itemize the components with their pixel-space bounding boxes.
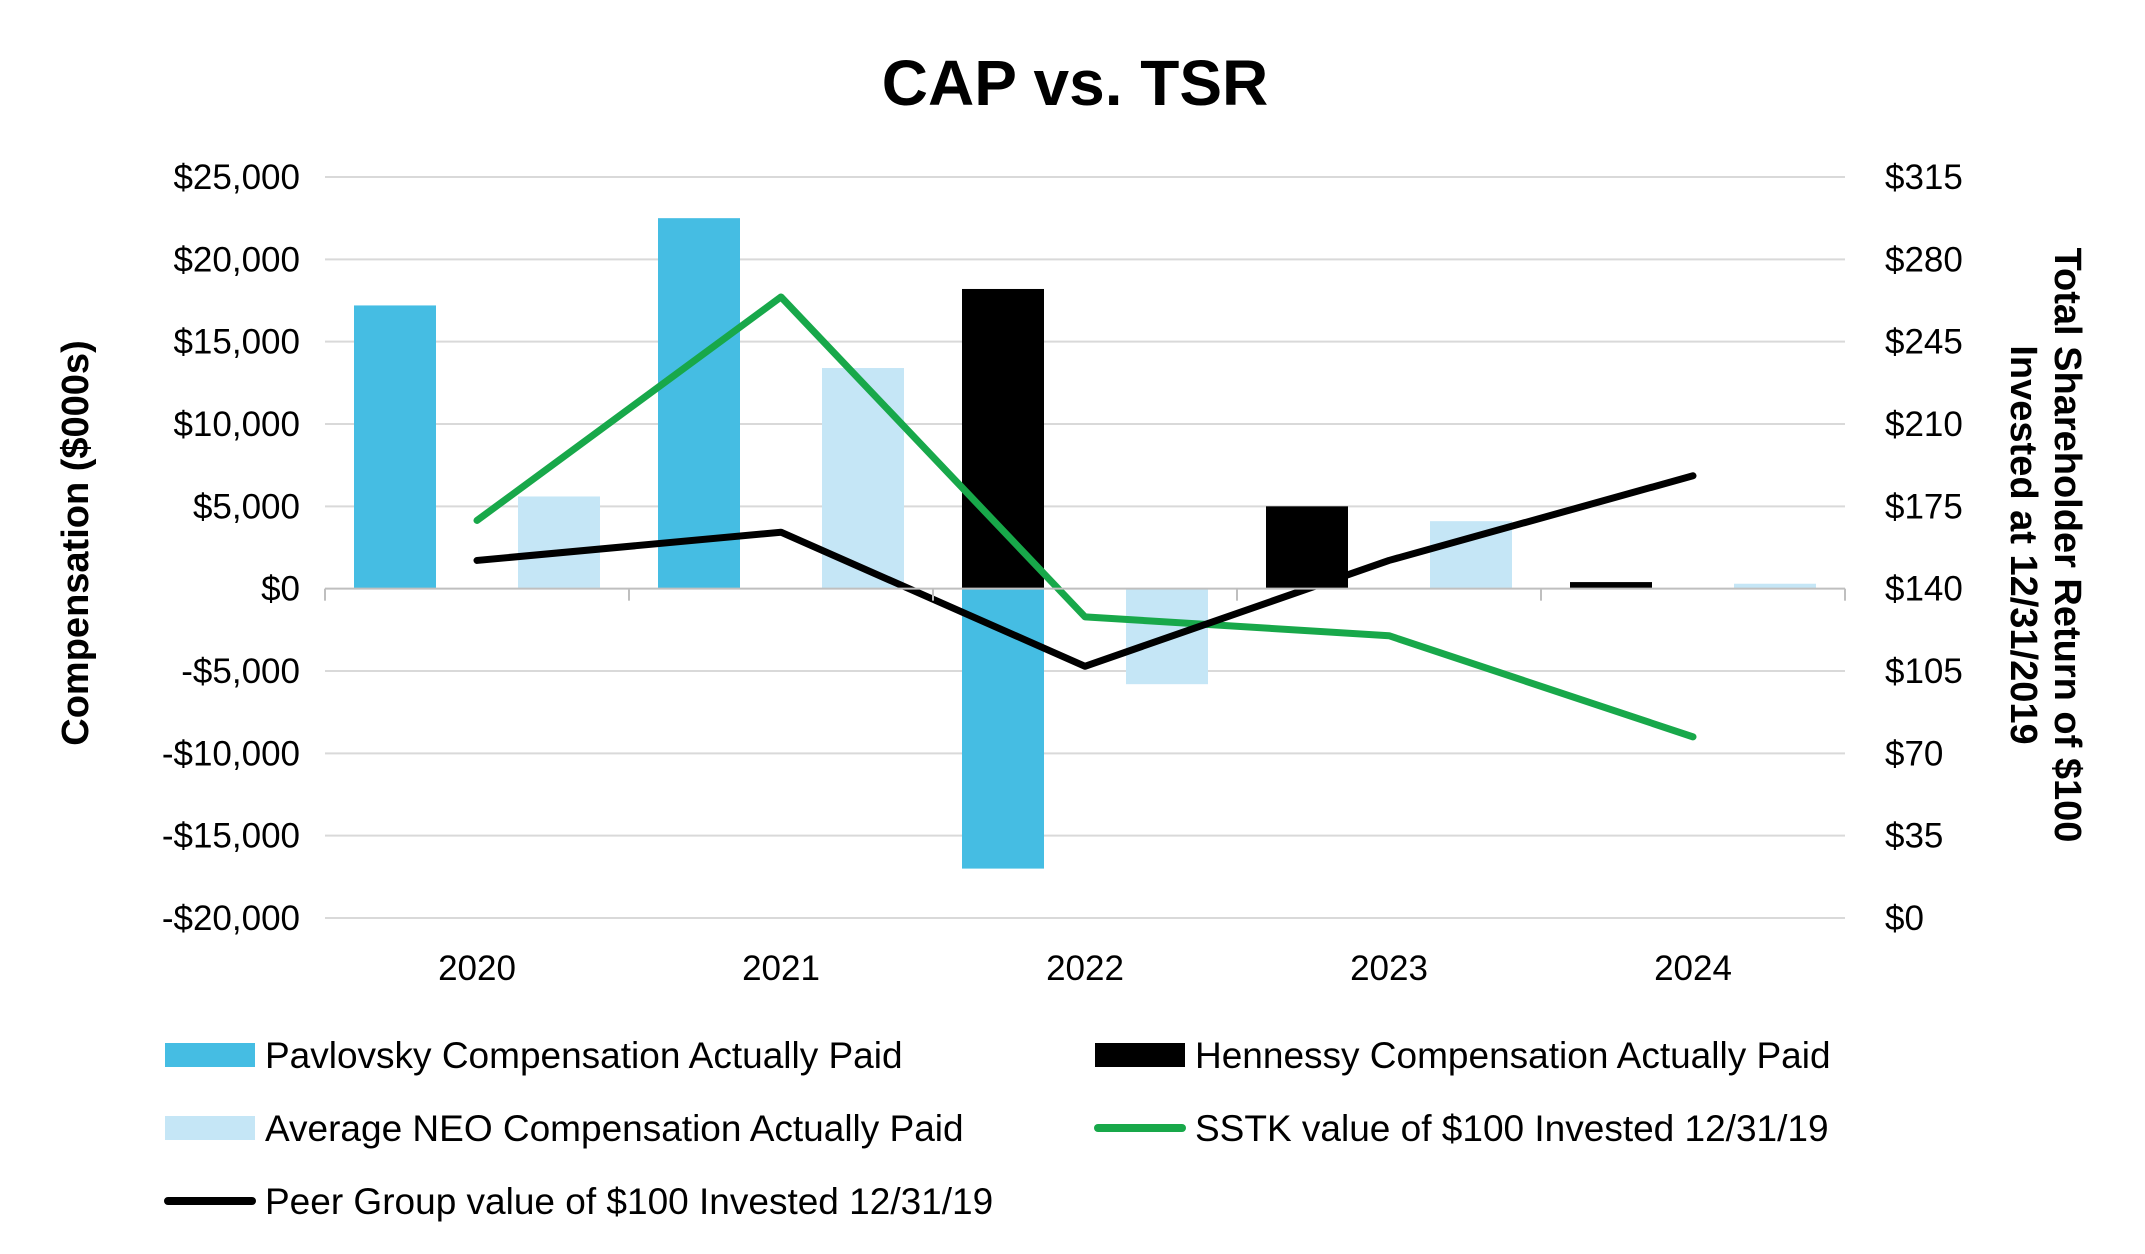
- legend-entry-average-neo-compensation-actually-paid: Average NEO Compensation Actually Paid: [165, 1108, 964, 1149]
- chart-title: CAP vs. TSR: [882, 47, 1269, 119]
- legend-entry-hennessy-compensation-actually-paid: Hennessy Compensation Actually Paid: [1095, 1035, 1831, 1076]
- y-tick-label: -$10,000: [162, 734, 300, 773]
- point-peer-group-value-of-100-invested-12-31-19-2023: [1388, 559, 1390, 561]
- legend-swatch: [1095, 1043, 1185, 1067]
- y-tick-label: $20,000: [173, 240, 300, 279]
- x-tick-label-2023: 2023: [1350, 949, 1428, 988]
- legend-swatch: [165, 1116, 255, 1140]
- point-peer-group-value-of-100-invested-12-31-19-2022: [1084, 665, 1086, 667]
- y-tick-label: $10,000: [173, 405, 300, 444]
- y-tick-label: $5,000: [193, 487, 300, 526]
- y2-tick-label: $70: [1885, 734, 1943, 773]
- y2-tick-label: $245: [1885, 323, 1963, 362]
- x-tick-label-2022: 2022: [1046, 949, 1124, 988]
- y2-tick-label: $315: [1885, 158, 1963, 197]
- point-sstk-value-of-100-invested-12-31-19-2022: [1084, 616, 1086, 618]
- legend-label: Hennessy Compensation Actually Paid: [1195, 1035, 1831, 1076]
- y2-axis-title-line1: Total Shareholder Return of $100: [2046, 248, 2088, 843]
- legend-entry-sstk-value-of-100-invested-12-31-19: SSTK value of $100 Invested 12/31/19: [1094, 1108, 1829, 1149]
- x-tick-label-2021: 2021: [742, 949, 820, 988]
- y-tick-label: -$15,000: [162, 817, 300, 856]
- line-series: [473, 293, 1697, 741]
- y-axis-title: Compensation ($000s): [55, 340, 97, 745]
- point-peer-group-value-of-100-invested-12-31-19-2024: [1692, 475, 1694, 477]
- legend-label: Pavlovsky Compensation Actually Paid: [265, 1035, 903, 1076]
- bar-average-neo-compensation-actually-paid-2020: [518, 496, 600, 589]
- legend-label: Peer Group value of $100 Invested 12/31/…: [265, 1181, 993, 1222]
- y-tick-label: -$20,000: [162, 899, 300, 938]
- point-sstk-value-of-100-invested-12-31-19-2023: [1388, 635, 1390, 637]
- y2-tick-label: $210: [1885, 405, 1963, 444]
- y2-axis-title: Total Shareholder Return of $100 Investe…: [2002, 248, 2088, 843]
- bar-pavlovsky-compensation-actually-paid-2022: [962, 588, 1044, 869]
- y2-tick-label: $0: [1885, 899, 1924, 938]
- y-tick-label: $15,000: [173, 323, 300, 362]
- y2-tick-label: $175: [1885, 487, 1963, 526]
- point-peer-group-value-of-100-invested-12-31-19-2020: [476, 559, 478, 561]
- bar-hennessy-compensation-actually-paid-2024: [1570, 582, 1652, 589]
- axes: [324, 587, 1846, 601]
- x-tick-label-2020: 2020: [438, 949, 516, 988]
- point-sstk-value-of-100-invested-12-31-19-2020: [476, 519, 478, 521]
- bar-pavlovsky-compensation-actually-paid-2021: [658, 218, 740, 589]
- legend-entry-pavlovsky-compensation-actually-paid: Pavlovsky Compensation Actually Paid: [165, 1035, 903, 1076]
- bar-average-neo-compensation-actually-paid-2021: [822, 368, 904, 589]
- bar-pavlovsky-compensation-actually-paid-2020: [354, 305, 436, 589]
- point-sstk-value-of-100-invested-12-31-19-2024: [1692, 736, 1694, 738]
- legend-label: SSTK value of $100 Invested 12/31/19: [1195, 1108, 1829, 1149]
- bar-series: [354, 218, 1816, 869]
- y2-tick-label: $140: [1885, 570, 1963, 609]
- x-tick-label-2024: 2024: [1654, 949, 1732, 988]
- y-tick-label: $25,000: [173, 158, 300, 197]
- legend-label: Average NEO Compensation Actually Paid: [265, 1108, 964, 1149]
- y2-tick-label: $280: [1885, 240, 1963, 279]
- bar-hennessy-compensation-actually-paid-2023: [1266, 506, 1348, 589]
- legend-entry-peer-group-value-of-100-invested-12-31-19: Peer Group value of $100 Invested 12/31/…: [164, 1181, 993, 1222]
- y2-tick-label: $35: [1885, 817, 1943, 856]
- bar-hennessy-compensation-actually-paid-2022: [962, 288, 1044, 589]
- y-tick-label: $0: [261, 570, 300, 609]
- x-axis-ticks: 2020 2021 2022 2023 2024: [438, 949, 1732, 988]
- point-sstk-value-of-100-invested-12-31-19-2021: [780, 296, 782, 298]
- left-axis-ticks: $25,000 $20,000 $15,000 $10,000 $5,000 $0 -$5,…: [162, 158, 300, 938]
- y-tick-label: -$5,000: [181, 652, 300, 691]
- y2-axis-title-line2: Invested at 12/31/2019: [2002, 345, 2044, 744]
- bar-average-neo-compensation-actually-paid-2024: [1734, 583, 1816, 589]
- legend: Pavlovsky Compensation Actually Paid Henn…: [164, 1035, 1831, 1222]
- y2-tick-label: $105: [1885, 652, 1963, 691]
- right-axis-ticks: $315 $280 $245 $210 $175 $140 $105 $70 $35 $0: [1885, 158, 1963, 938]
- point-peer-group-value-of-100-invested-12-31-19-2021: [780, 531, 782, 533]
- legend-swatch: [165, 1043, 255, 1067]
